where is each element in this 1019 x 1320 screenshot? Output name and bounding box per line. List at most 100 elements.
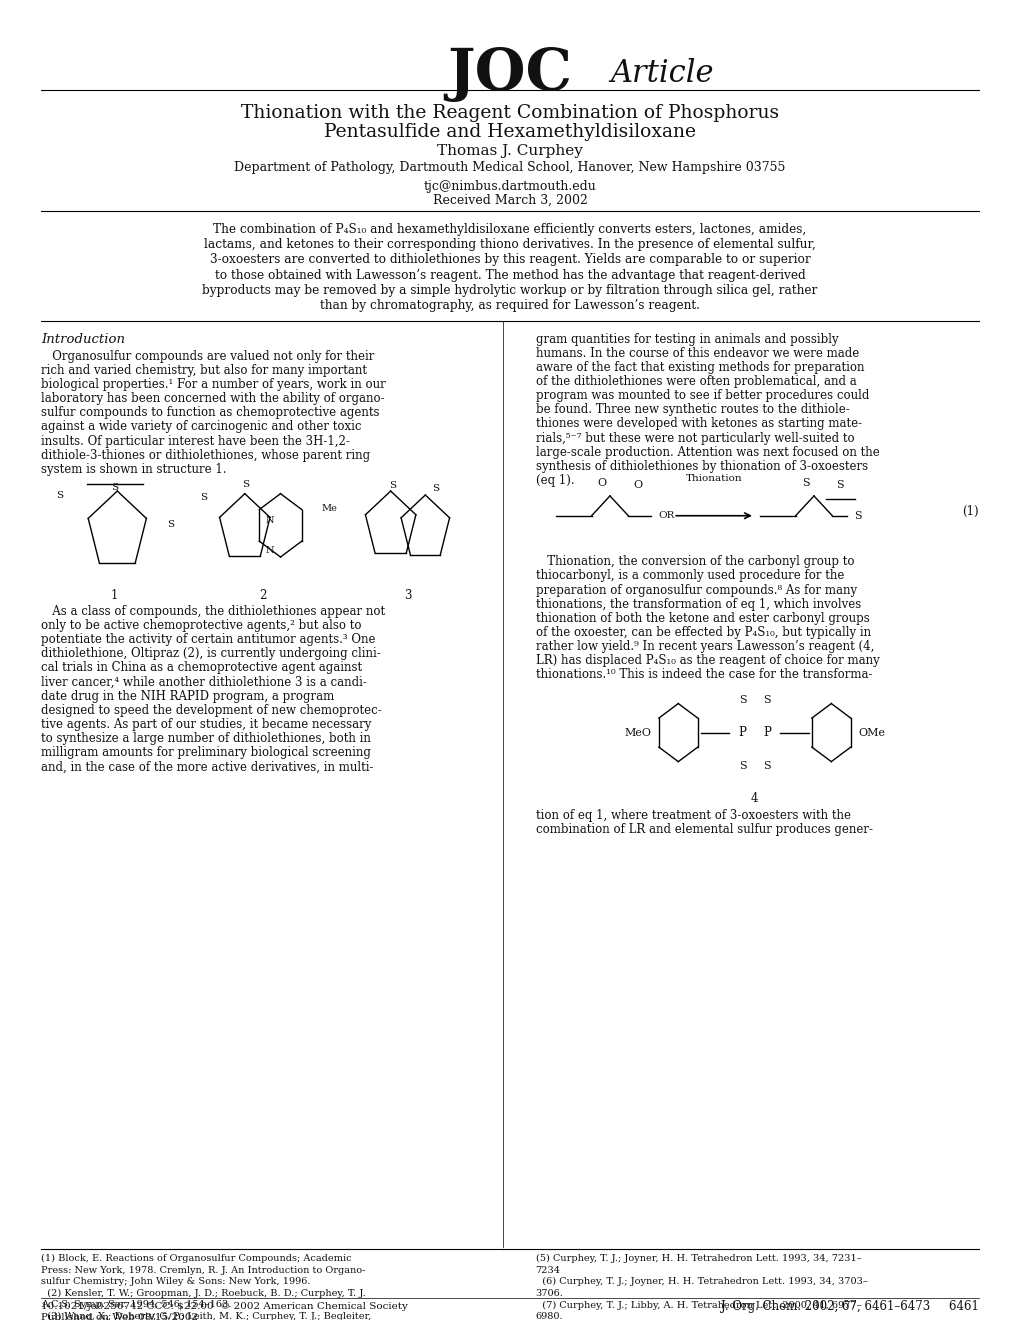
Text: rials,⁵⁻⁷ but these were not particularly well-suited to: rials,⁵⁻⁷ but these were not particularl… <box>535 432 853 445</box>
Text: against a wide variety of carcinogenic and other toxic: against a wide variety of carcinogenic a… <box>41 421 361 433</box>
Text: synthesis of dithiolethiones by thionation of 3-oxoesters: synthesis of dithiolethiones by thionati… <box>535 459 867 473</box>
Text: OMe: OMe <box>858 727 884 738</box>
Text: milligram amounts for preliminary biological screening: milligram amounts for preliminary biolog… <box>41 746 370 759</box>
Text: 1: 1 <box>110 589 118 602</box>
Text: S: S <box>762 760 770 771</box>
Text: N: N <box>266 546 274 554</box>
Text: 2: 2 <box>259 589 267 602</box>
Text: of the dithiolethiones were often problematical, and a: of the dithiolethiones were often proble… <box>535 375 855 388</box>
Text: S: S <box>57 491 63 499</box>
Text: than by chromatography, as required for Lawesson’s reagent.: than by chromatography, as required for … <box>320 298 699 312</box>
Text: As a class of compounds, the dithiolethiones appear not: As a class of compounds, the dithiolethi… <box>41 605 384 618</box>
Text: JOC: JOC <box>447 46 572 102</box>
Text: (6) Curphey, T. J.; Joyner, H. H. Tetrahedron Lett. 1993, 34, 3703–: (6) Curphey, T. J.; Joyner, H. H. Tetrah… <box>535 1278 866 1287</box>
Text: humans. In the course of this endeavor we were made: humans. In the course of this endeavor w… <box>535 347 858 360</box>
Text: Article: Article <box>609 58 712 88</box>
Text: and, in the case of the more active derivatives, in multi-: and, in the case of the more active deri… <box>41 760 373 774</box>
Text: MeO: MeO <box>624 727 650 738</box>
Text: thiocarbonyl, is a commonly used procedure for the: thiocarbonyl, is a commonly used procedu… <box>535 569 843 582</box>
Text: Thomas J. Curphey: Thomas J. Curphey <box>436 144 583 158</box>
Text: 10.1021/jo0256742 CCC: $22.00  © 2002 American Chemical Society: 10.1021/jo0256742 CCC: $22.00 © 2002 Ame… <box>41 1302 408 1311</box>
Text: Me: Me <box>321 504 337 512</box>
Text: Introduction: Introduction <box>41 333 124 346</box>
Text: rather low yield.⁹ In recent years Lawesson’s reagent (4,: rather low yield.⁹ In recent years Lawes… <box>535 640 873 653</box>
Text: (1): (1) <box>962 506 978 519</box>
Text: S: S <box>853 511 860 520</box>
Text: S: S <box>111 483 117 491</box>
Text: 7234: 7234 <box>535 1266 560 1275</box>
Text: P: P <box>762 726 770 739</box>
Text: large-scale production. Attention was next focused on the: large-scale production. Attention was ne… <box>535 446 878 458</box>
Text: designed to speed the development of new chemoprotec-: designed to speed the development of new… <box>41 704 381 717</box>
Text: O: O <box>597 478 605 487</box>
Text: S: S <box>801 478 809 487</box>
Text: Press: New York, 1978. Cremlyn, R. J. An Introduction to Organo-: Press: New York, 1978. Cremlyn, R. J. An… <box>41 1266 365 1275</box>
Text: Received March 3, 2002: Received March 3, 2002 <box>432 194 587 207</box>
Text: 4: 4 <box>750 792 758 805</box>
Text: A.C.S. Symp. Ser. 1994, 546, 154–163.: A.C.S. Symp. Ser. 1994, 546, 154–163. <box>41 1300 231 1309</box>
Text: preparation of organosulfur compounds.⁸ As for many: preparation of organosulfur compounds.⁸ … <box>535 583 856 597</box>
Text: (5) Curphey, T. J.; Joyner, H. H. Tetrahedron Lett. 1993, 34, 7231–: (5) Curphey, T. J.; Joyner, H. H. Tetrah… <box>535 1254 860 1263</box>
Text: Department of Pathology, Dartmouth Medical School, Hanover, New Hampshire 03755: Department of Pathology, Dartmouth Medic… <box>234 161 785 174</box>
Text: (2) Kensler, T. W.; Groopman, J. D.; Roebuck, B. D.; Curphey, T. J.: (2) Kensler, T. W.; Groopman, J. D.; Roe… <box>41 1288 365 1298</box>
Text: to synthesize a large number of dithiolethiones, both in: to synthesize a large number of dithiole… <box>41 733 370 744</box>
Text: S: S <box>243 480 249 488</box>
Text: Organosulfur compounds are valued not only for their: Organosulfur compounds are valued not on… <box>41 350 374 363</box>
Text: biological properties.¹ For a number of years, work in our: biological properties.¹ For a number of … <box>41 378 385 391</box>
Text: of the oxoester, can be effected by P₄S₁₀, but typically in: of the oxoester, can be effected by P₄S₁… <box>535 626 870 639</box>
Text: S: S <box>201 494 207 502</box>
Text: O: O <box>633 480 641 490</box>
Text: thionation of both the ketone and ester carbonyl groups: thionation of both the ketone and ester … <box>535 612 868 624</box>
Text: 3: 3 <box>404 589 412 602</box>
Text: thionations, the transformation of eq 1, which involves: thionations, the transformation of eq 1,… <box>535 598 860 611</box>
Text: J. Org. Chem. 2002, 67, 6461–6473     6461: J. Org. Chem. 2002, 67, 6461–6473 6461 <box>720 1300 978 1313</box>
Text: S: S <box>835 480 843 490</box>
Text: sulfur compounds to function as chemoprotective agents: sulfur compounds to function as chemopro… <box>41 407 379 420</box>
Text: dithiolethione, Oltipraz (2), is currently undergoing clini-: dithiolethione, Oltipraz (2), is current… <box>41 647 380 660</box>
Text: system is shown in structure 1.: system is shown in structure 1. <box>41 463 226 475</box>
Text: potentiate the activity of certain antitumor agents.³ One: potentiate the activity of certain antit… <box>41 634 375 647</box>
Text: Pentasulfide and Hexamethyldisiloxane: Pentasulfide and Hexamethyldisiloxane <box>324 123 695 141</box>
Text: (1) Block, E. Reactions of Organosulfur Compounds; Academic: (1) Block, E. Reactions of Organosulfur … <box>41 1254 352 1263</box>
Text: (3) Wang, X.; Doherty, G. P.; Leith, M. K.; Curphey, T. J.; Begleiter,: (3) Wang, X.; Doherty, G. P.; Leith, M. … <box>41 1312 371 1320</box>
Text: N: N <box>266 516 274 524</box>
Text: gram quantities for testing in animals and possibly: gram quantities for testing in animals a… <box>535 333 838 346</box>
Text: Thionation, the conversion of the carbonyl group to: Thionation, the conversion of the carbon… <box>535 556 853 569</box>
Text: (7) Curphey, T. J.; Libby, A. H. Tetrahedron Lett. 2000, 41, 6977–: (7) Curphey, T. J.; Libby, A. H. Tetrahe… <box>535 1300 860 1309</box>
Text: S: S <box>432 484 438 492</box>
Text: LR) has displaced P₄S₁₀ as the reagent of choice for many: LR) has displaced P₄S₁₀ as the reagent o… <box>535 655 878 667</box>
Text: laboratory has been concerned with the ability of organo-: laboratory has been concerned with the a… <box>41 392 384 405</box>
Text: tjc@nimbus.dartmouth.edu: tjc@nimbus.dartmouth.edu <box>423 180 596 193</box>
Text: The combination of P₄S₁₀ and hexamethyldisiloxane efficiently converts esters, l: The combination of P₄S₁₀ and hexamethyld… <box>213 223 806 236</box>
Text: P: P <box>738 726 746 739</box>
Text: tive agents. As part of our studies, it became necessary: tive agents. As part of our studies, it … <box>41 718 371 731</box>
Text: 6980.: 6980. <box>535 1312 562 1320</box>
Text: 3706.: 3706. <box>535 1288 562 1298</box>
Text: lactams, and ketones to their corresponding thiono derivatives. In the presence : lactams, and ketones to their correspond… <box>204 238 815 251</box>
Text: OR: OR <box>657 511 674 520</box>
Text: dithiole-3-thiones or dithiolethiones, whose parent ring: dithiole-3-thiones or dithiolethiones, w… <box>41 449 370 462</box>
Text: to those obtained with Lawesson’s reagent. The method has the advantage that rea: to those obtained with Lawesson’s reagen… <box>214 268 805 281</box>
Text: tion of eq 1, where treatment of 3-oxoesters with the: tion of eq 1, where treatment of 3-oxoes… <box>535 809 850 822</box>
Text: Thionation: Thionation <box>685 474 742 483</box>
Text: S: S <box>738 694 746 705</box>
Text: thionations.¹⁰ This is indeed the case for the transforma-: thionations.¹⁰ This is indeed the case f… <box>535 668 871 681</box>
Text: Thionation with the Reagent Combination of Phosphorus: Thionation with the Reagent Combination … <box>240 104 779 123</box>
Text: S: S <box>167 520 173 528</box>
Text: cal trials in China as a chemoprotective agent against: cal trials in China as a chemoprotective… <box>41 661 362 675</box>
Text: insults. Of particular interest have been the 3H-1,2-: insults. Of particular interest have bee… <box>41 434 350 447</box>
Text: Published on Web 08/15/2002: Published on Web 08/15/2002 <box>41 1312 198 1320</box>
Text: aware of the fact that existing methods for preparation: aware of the fact that existing methods … <box>535 360 863 374</box>
Text: S: S <box>738 760 746 771</box>
Text: sulfur Chemistry; John Wiley & Sons: New York, 1996.: sulfur Chemistry; John Wiley & Sons: New… <box>41 1278 310 1286</box>
Text: (eq 1).: (eq 1). <box>535 474 574 487</box>
Text: S: S <box>389 482 395 490</box>
Text: byproducts may be removed by a simple hydrolytic workup or by filtration through: byproducts may be removed by a simple hy… <box>202 284 817 297</box>
Text: program was mounted to see if better procedures could: program was mounted to see if better pro… <box>535 389 868 403</box>
Text: 3-oxoesters are converted to dithiolethiones by this reagent. Yields are compara: 3-oxoesters are converted to dithiolethi… <box>210 253 809 267</box>
Text: only to be active chemoprotective agents,² but also to: only to be active chemoprotective agents… <box>41 619 361 632</box>
Text: S: S <box>762 694 770 705</box>
Text: be found. Three new synthetic routes to the dithiole-: be found. Three new synthetic routes to … <box>535 404 849 416</box>
Text: combination of LR and elemental sulfur produces gener-: combination of LR and elemental sulfur p… <box>535 824 871 837</box>
Text: rich and varied chemistry, but also for many important: rich and varied chemistry, but also for … <box>41 364 367 378</box>
